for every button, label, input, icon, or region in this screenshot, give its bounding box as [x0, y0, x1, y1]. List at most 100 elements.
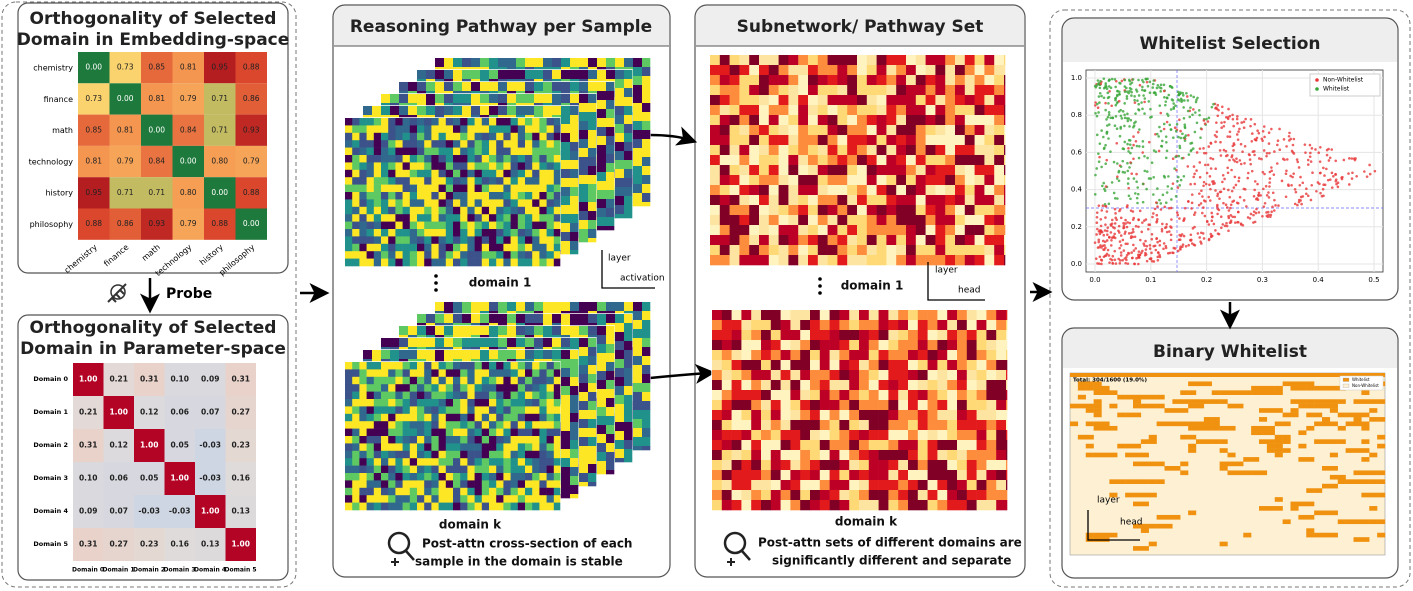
heatmap-cell: [539, 155, 547, 163]
heatmap-cell: [496, 170, 504, 178]
heatmap-cell: [615, 458, 624, 462]
heatmap-cell: [588, 314, 597, 323]
heatmap-cell: [460, 162, 468, 170]
heatmap-cell: [345, 214, 353, 222]
heatmap-cell: [624, 160, 632, 169]
heatmap-cell: [597, 118, 606, 127]
heatmap-cell: [606, 326, 614, 335]
cell-value: 0.27: [109, 540, 128, 549]
heatmap-cell: [453, 170, 461, 178]
heatmap-cell: [615, 395, 624, 404]
heatmap-cell: [417, 314, 426, 323]
heatmap-cell: [579, 103, 588, 112]
heatmap-cell: [554, 170, 561, 178]
heatmap-cell: [410, 229, 418, 237]
heatmap-cell: [525, 177, 533, 185]
heatmap-cell: [417, 384, 425, 392]
heatmap-cell: [460, 125, 468, 133]
heatmap-cell: [467, 229, 475, 237]
heatmap-cell: [381, 350, 390, 359]
probe-label: Probe: [166, 286, 212, 302]
heatmap-cell: [410, 155, 418, 163]
heatmap-cell: [579, 326, 588, 335]
heatmap-cell: [417, 214, 425, 222]
heatmap-cell: [511, 170, 518, 178]
heatmap-cell: [399, 94, 408, 103]
heatmap-cell: [588, 139, 596, 148]
heatmap-cell: [579, 446, 588, 455]
heatmap-cell: [516, 350, 525, 359]
heatmap-cell: [534, 58, 543, 67]
heatmap-cell: [439, 140, 447, 148]
heatmap-cell: [516, 302, 525, 311]
heatmap-cell: [388, 377, 396, 385]
heatmap-cell: [439, 362, 447, 370]
heatmap-cell: [439, 251, 447, 259]
heatmap-cell: [561, 404, 570, 413]
heatmap-cell: [410, 259, 418, 267]
heatmap-cell: [460, 192, 468, 200]
heatmap-cell: [588, 356, 596, 365]
heatmap-cell: [374, 214, 382, 222]
heatmap-cell: [588, 82, 597, 91]
heatmap-cell: [561, 368, 570, 377]
heatmap-cell: [467, 214, 475, 222]
heatmap-cell: [399, 338, 408, 347]
heatmap-cell: [518, 229, 526, 237]
heatmap-cell: [439, 125, 447, 133]
heatmap-cell: [482, 369, 490, 377]
heatmap-cell: [410, 369, 418, 377]
heatmap-cell: [446, 155, 454, 163]
heatmap-cell: [498, 326, 507, 335]
heatmap-cell: [372, 106, 381, 115]
heatmap-cell: [424, 236, 432, 244]
heatmap-cell: [503, 133, 511, 141]
row-label: finance: [44, 95, 73, 104]
heatmap-cell: [525, 229, 533, 237]
heatmap-cell: [561, 70, 570, 79]
heatmap-cell: [579, 220, 588, 229]
heatmap-cell: [597, 100, 606, 109]
heatmap-cell: [597, 353, 606, 362]
heatmap-cell: [462, 58, 471, 67]
heatmap-cell: [453, 314, 462, 323]
heatmap-cell: [642, 338, 650, 347]
heatmap-cell: [345, 244, 353, 252]
heatmap-cell: [615, 440, 624, 449]
cell-value: 0.93: [243, 125, 260, 134]
heatmap-cell: [543, 58, 552, 67]
heatmap-cell: [615, 350, 624, 359]
heatmap-cell: [345, 162, 353, 170]
heatmap-cell: [489, 314, 498, 323]
heatmap-cell: [381, 229, 389, 237]
heatmap-cell: [597, 335, 606, 344]
heatmap-cell: [410, 214, 418, 222]
heatmap-cell: [467, 148, 475, 156]
heatmap-cell: [539, 236, 547, 244]
heatmap-cell: [390, 350, 399, 359]
heatmap-cell: [525, 118, 533, 126]
heatmap-cell: [403, 177, 411, 185]
heatmap-cell: [496, 140, 504, 148]
heatmap-cell: [345, 251, 353, 259]
heatmap-cell: [439, 214, 447, 222]
heatmap-cell: [642, 121, 650, 130]
heatmap-cell: [471, 338, 480, 347]
heatmap-cell: [381, 148, 389, 156]
heatmap-cell: [417, 133, 425, 141]
heatmap-cell: [435, 82, 444, 91]
heatmap-cell: [367, 118, 375, 126]
heatmap-cell: [624, 302, 633, 311]
heatmap-cell: [462, 326, 471, 335]
heatmap-cell: [374, 244, 382, 252]
heatmap-cell: [390, 338, 399, 347]
heatmap-cell: [552, 350, 561, 359]
heatmap-cell: [395, 236, 403, 244]
heatmap-cell: [588, 455, 596, 464]
heatmap-cell: [489, 58, 498, 67]
heatmap-cell: [579, 428, 588, 437]
cell-value: 0.00: [148, 125, 165, 134]
cell-value: 0.31: [231, 375, 250, 384]
heatmap-cell: [554, 162, 561, 170]
heatmap-cell: [460, 362, 468, 370]
